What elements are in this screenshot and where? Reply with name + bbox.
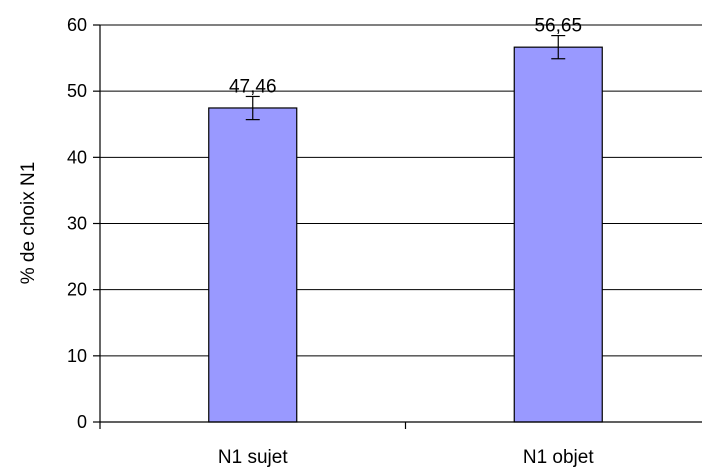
bar-1	[513, 46, 603, 423]
y-tick-label-60: 60	[67, 15, 87, 35]
bar-0	[208, 107, 298, 423]
y-tick-label-40: 40	[67, 147, 87, 167]
y-tick-label-50: 50	[67, 81, 87, 101]
data-label-1: 56,65	[534, 16, 582, 37]
y-tick-label-20: 20	[67, 280, 87, 300]
axes	[93, 24, 702, 429]
category-label-1: N1 objet	[523, 447, 594, 468]
y-axis-title: % de choix N1	[18, 162, 39, 285]
category-labels: N1 sujet N1 objet	[218, 447, 594, 468]
gridlines	[100, 24, 702, 357]
bars	[208, 46, 603, 423]
data-label-0: 47,46	[229, 76, 277, 97]
error-bar-1	[551, 34, 566, 60]
y-tick-label-0: 0	[77, 412, 87, 432]
category-label-0: N1 sujet	[218, 447, 288, 468]
data-labels: 47,46 56,65	[229, 16, 582, 98]
y-tick-label-10: 10	[67, 346, 87, 366]
error-bars	[245, 34, 566, 121]
y-tick-labels: 0 10 20 30 40 50 60	[67, 15, 87, 432]
error-bar-0	[245, 95, 260, 121]
y-tick-label-30: 30	[67, 214, 87, 234]
